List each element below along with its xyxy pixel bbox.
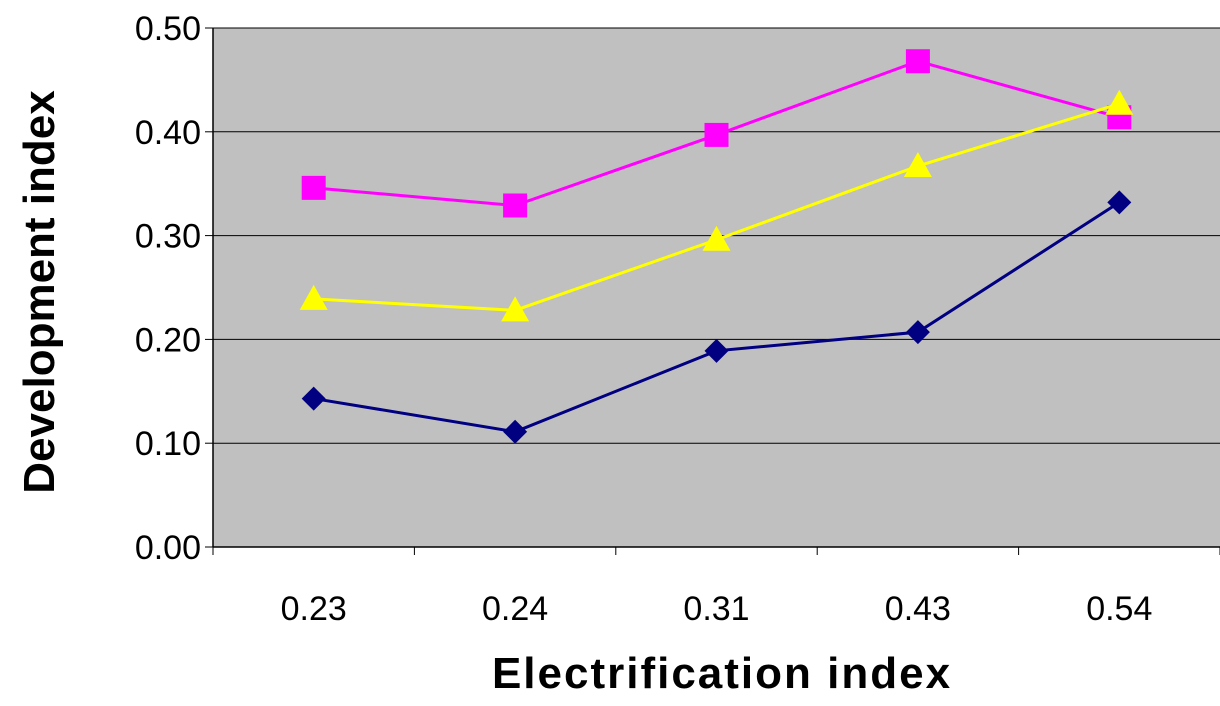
data-point-triangle [1105, 89, 1134, 115]
series-square [301, 49, 1132, 218]
x-tick-label: 0.24 [482, 590, 548, 628]
x-tick-label: 0.23 [281, 590, 347, 628]
x-tick-label: 0.31 [683, 590, 749, 628]
y-tick-label: 0.40 [135, 114, 201, 152]
y-axis-title: Development index [15, 90, 64, 494]
y-axis-ticks: 0.00 0.10 0.20 0.30 0.40 0.50 [135, 10, 213, 567]
data-point-square [704, 122, 729, 147]
data-point-square [503, 193, 528, 218]
data-point-diamond [704, 338, 729, 363]
data-point-diamond [905, 320, 930, 345]
data-point-triangle [299, 284, 328, 310]
x-axis-title: Electrification index [492, 649, 952, 698]
y-tick-label: 0.10 [135, 425, 201, 463]
x-axis-ticks: 0.23 0.24 0.31 0.43 0.54 [212, 547, 1220, 628]
y-tick-label: 0.00 [135, 529, 201, 567]
y-tick-label: 0.20 [135, 321, 201, 359]
plot-area [213, 28, 1220, 547]
series-triangle [299, 89, 1134, 322]
data-point-diamond [301, 386, 326, 411]
series-diamond [301, 190, 1132, 444]
data-point-triangle [501, 296, 530, 322]
y-tick-label: 0.30 [135, 218, 201, 256]
data-point-diamond [1107, 190, 1132, 215]
data-point-square [905, 49, 930, 74]
data-point-square [301, 175, 326, 200]
x-tick-label: 0.43 [885, 590, 951, 628]
data-point-triangle [903, 152, 932, 178]
data-point-triangle [702, 225, 731, 251]
x-tick-label: 0.54 [1086, 590, 1152, 628]
y-tick-label: 0.50 [135, 10, 201, 48]
axes [212, 28, 1220, 548]
data-point-diamond [503, 419, 528, 444]
data-series [299, 49, 1134, 444]
